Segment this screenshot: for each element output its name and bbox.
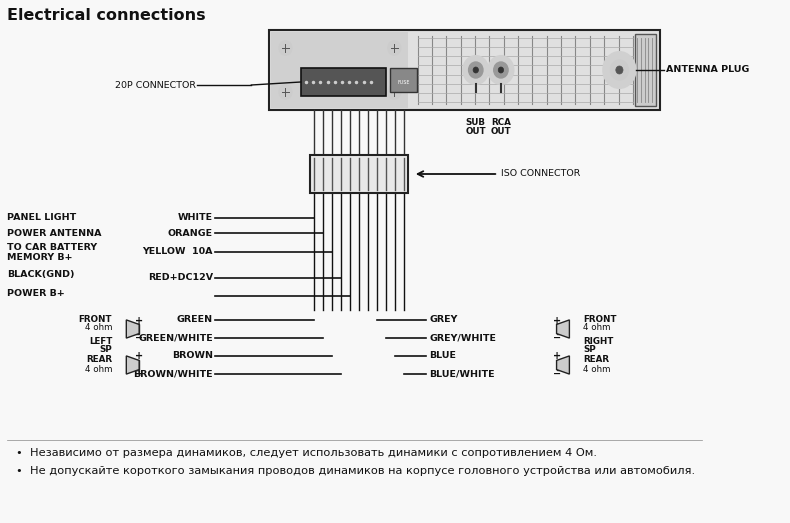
Text: GREEN: GREEN bbox=[177, 315, 213, 324]
Text: GREEN/WHITE: GREEN/WHITE bbox=[138, 334, 213, 343]
Bar bbox=[301, 68, 386, 96]
Text: +: + bbox=[552, 351, 561, 361]
Text: +: + bbox=[135, 316, 143, 326]
Text: GREY: GREY bbox=[429, 315, 457, 324]
Text: •  Независимо от размера динамиков, следует использовать динамики с сопротивлени: • Независимо от размера динамиков, следу… bbox=[16, 448, 597, 458]
Text: RED+DC12V: RED+DC12V bbox=[148, 274, 213, 282]
Text: POWER B+: POWER B+ bbox=[7, 289, 65, 298]
Text: +: + bbox=[552, 316, 561, 326]
Text: PANEL LIGHT: PANEL LIGHT bbox=[7, 213, 77, 222]
Circle shape bbox=[498, 67, 503, 73]
Polygon shape bbox=[557, 320, 570, 338]
Text: FRONT: FRONT bbox=[584, 314, 617, 324]
Text: ANTENNA PLUG: ANTENNA PLUG bbox=[666, 65, 750, 74]
Text: 4 ohm: 4 ohm bbox=[85, 324, 112, 333]
Text: GREY/WHITE: GREY/WHITE bbox=[429, 334, 496, 343]
Text: ORANGE: ORANGE bbox=[167, 229, 213, 237]
Text: 4 ohm: 4 ohm bbox=[85, 365, 112, 373]
Text: +: + bbox=[135, 351, 143, 361]
Circle shape bbox=[604, 52, 636, 88]
Circle shape bbox=[279, 85, 292, 99]
Text: •  Не допускайте короткого замыкания проводов динамиков на корпусе головного уст: • Не допускайте короткого замыкания пров… bbox=[16, 466, 695, 476]
Text: SP: SP bbox=[100, 346, 112, 355]
Text: SP: SP bbox=[584, 346, 596, 355]
Circle shape bbox=[616, 66, 623, 74]
Bar bbox=[557, 360, 559, 370]
Text: BLACK(GND): BLACK(GND) bbox=[7, 269, 75, 279]
Text: −: − bbox=[135, 333, 143, 343]
Polygon shape bbox=[126, 356, 139, 374]
Polygon shape bbox=[557, 356, 570, 374]
Circle shape bbox=[494, 62, 508, 78]
Text: −: − bbox=[135, 369, 143, 379]
Text: TO CAR BATTERY: TO CAR BATTERY bbox=[7, 244, 97, 253]
Text: ISO CONNECTOR: ISO CONNECTOR bbox=[501, 169, 581, 178]
Circle shape bbox=[468, 62, 483, 78]
Text: FUSE: FUSE bbox=[397, 79, 410, 85]
Bar bbox=[137, 360, 139, 370]
Text: −: − bbox=[552, 333, 561, 343]
Text: WHITE: WHITE bbox=[178, 213, 213, 222]
Text: BLUE/WHITE: BLUE/WHITE bbox=[429, 370, 495, 379]
Text: −: − bbox=[552, 369, 561, 379]
Text: BROWN: BROWN bbox=[171, 351, 213, 360]
Text: RIGHT: RIGHT bbox=[584, 337, 614, 347]
Text: FRONT: FRONT bbox=[79, 314, 112, 324]
Text: REAR: REAR bbox=[584, 356, 610, 365]
Text: OUT: OUT bbox=[465, 127, 486, 136]
Circle shape bbox=[488, 56, 514, 84]
Circle shape bbox=[388, 85, 401, 99]
Text: LEFT: LEFT bbox=[88, 337, 112, 347]
Text: RCA: RCA bbox=[491, 118, 511, 127]
Bar bbox=[634, 34, 656, 106]
Text: 20P CONNECTOR: 20P CONNECTOR bbox=[115, 81, 196, 89]
Circle shape bbox=[611, 60, 628, 80]
Text: MEMORY B+: MEMORY B+ bbox=[7, 254, 73, 263]
Bar bbox=[310, 155, 408, 193]
Text: SUB: SUB bbox=[466, 118, 486, 127]
Bar bbox=[557, 324, 559, 334]
Text: OUT: OUT bbox=[491, 127, 511, 136]
Bar bbox=[271, 32, 408, 108]
Text: REAR: REAR bbox=[86, 356, 112, 365]
Circle shape bbox=[463, 56, 488, 84]
Text: POWER ANTENNA: POWER ANTENNA bbox=[7, 229, 102, 237]
Circle shape bbox=[279, 41, 292, 55]
Circle shape bbox=[473, 67, 479, 73]
Bar bbox=[137, 324, 139, 334]
Text: BLUE: BLUE bbox=[429, 351, 456, 360]
Text: 4 ohm: 4 ohm bbox=[584, 365, 611, 373]
Text: 4 ohm: 4 ohm bbox=[584, 324, 611, 333]
Text: YELLOW  10A: YELLOW 10A bbox=[142, 247, 213, 256]
Circle shape bbox=[388, 41, 401, 55]
Bar bbox=[390, 68, 417, 92]
Polygon shape bbox=[126, 320, 139, 338]
Bar bbox=[269, 30, 660, 110]
Text: BROWN/WHITE: BROWN/WHITE bbox=[134, 370, 213, 379]
Text: Electrical connections: Electrical connections bbox=[7, 8, 206, 23]
